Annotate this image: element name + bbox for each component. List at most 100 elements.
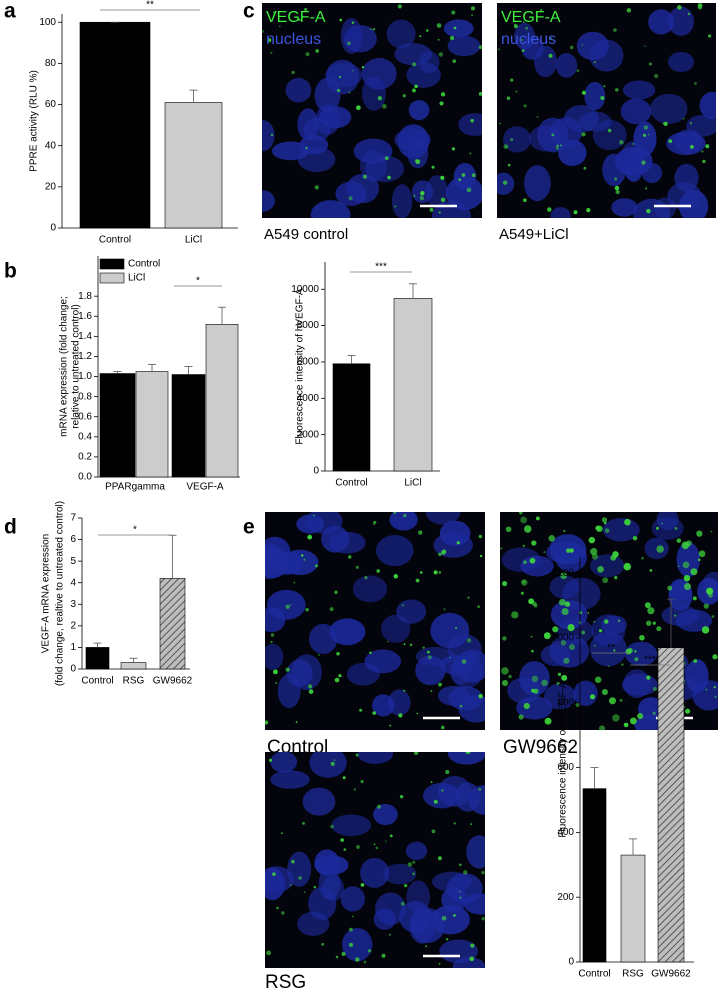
vegf-dot [403,643,406,646]
nucleus-blob [406,62,441,88]
vegf-dot [698,550,706,558]
vegf-dot [506,96,511,100]
vegf-dot [430,690,433,692]
vegf-dot [682,561,690,569]
vegf-dot [684,582,692,590]
bar [171,374,206,478]
vegf-dot [288,13,291,16]
vegf-dot [275,681,278,684]
y-tick-label: 0 [70,664,76,675]
vegf-dot [364,576,368,580]
error-bar [189,89,198,103]
y-tick-label: 0.4 [78,431,92,442]
y-tick-label: 80 [45,58,57,69]
legend-label: Control [128,259,160,270]
vegf-dot [403,689,406,692]
vegf-dot [576,69,580,73]
nucleus-blob [675,609,713,632]
micrograph [262,3,482,218]
vegf-dot [656,545,664,553]
vegf-dot [519,512,523,515]
vegf-dot [266,950,271,956]
vegf-dot [478,694,483,699]
vegf-dot [445,937,449,941]
vegf-dot [674,526,678,530]
vegf-dot [677,565,680,567]
vegf-dot [498,48,500,51]
vegf-dot [646,620,652,626]
vegf-dot [440,175,445,180]
y-tick-label: 5 [70,556,76,567]
vegf-dot [652,686,658,692]
vegf-dot [381,103,387,109]
nucleus-blob [297,108,319,141]
nucleus-blob [415,655,446,686]
vegf-dot [587,612,590,614]
panel-letter: b [4,260,17,283]
vegf-dot [701,150,704,153]
vegf-dot [449,656,451,659]
vegf-dot [270,133,274,137]
vegf-dot [515,90,518,93]
vegf-dot [614,575,618,580]
y-tick-label: 1.6 [78,311,92,322]
vegf-dot [581,44,584,46]
vegf-dot [273,669,278,675]
vegf-dot [438,682,442,687]
vegf-dot [449,35,455,41]
vegf-dot [644,45,646,48]
y-axis-label: Fluorescence intensity of hVEGF-A [295,288,306,445]
vegf-dot [470,943,475,948]
vegf-dot [343,848,346,851]
vegf-dot [547,207,552,212]
nucleus-blob [314,855,349,875]
nucleus-blob [265,607,286,633]
nucleus-blob [343,25,377,53]
error-bar [409,283,417,299]
vegf-dot [451,147,456,151]
vegf-dot [409,643,413,647]
vegf-dot [531,540,537,546]
vegf-dot [653,73,659,79]
vegf-dot [314,185,319,190]
vegf-dot [533,688,539,694]
vegf-dot [608,697,617,705]
vegf-dot [632,535,638,541]
vegf-dot [608,665,610,668]
vegf-dot [478,91,482,96]
vegf-dot [414,84,418,89]
vegf-dot [477,605,480,608]
vegf-dot [393,574,398,579]
vegf-dot [525,26,529,30]
vegf-dot [655,526,659,530]
vegf-dot [412,872,416,876]
y-tick-label: 1 [70,642,76,653]
vegf-dot [451,10,456,15]
error-bar [590,767,599,789]
nucleus-blob [383,863,417,885]
vegf-dot [602,577,609,584]
x-tick-label: Control [335,478,367,489]
nucleus-blob [447,752,485,765]
channel-label: VEGF-A [501,9,561,26]
vegf-dot [603,85,606,88]
vegf-dot [438,962,441,965]
vegf-dot [711,615,715,618]
nucleus-blob [578,111,612,132]
vegf-dot [459,704,463,708]
vegf-dot [373,523,375,526]
vegf-dot [588,536,596,544]
vegf-dot [710,530,713,533]
vegf-dot [693,659,698,663]
nucleus-blob [549,634,590,668]
vegf-dot [386,640,389,643]
vegf-dot [466,187,472,193]
nucleus-blob [364,649,402,674]
y-axis-label: mRNA expression (fold change; [59,296,70,437]
vegf-dot [703,603,709,609]
nucleus-blob [340,886,365,912]
vegf-dot [563,657,570,664]
vegf-dot [427,655,432,660]
nucleus-blob [309,623,338,655]
vegf-dot [600,95,605,101]
